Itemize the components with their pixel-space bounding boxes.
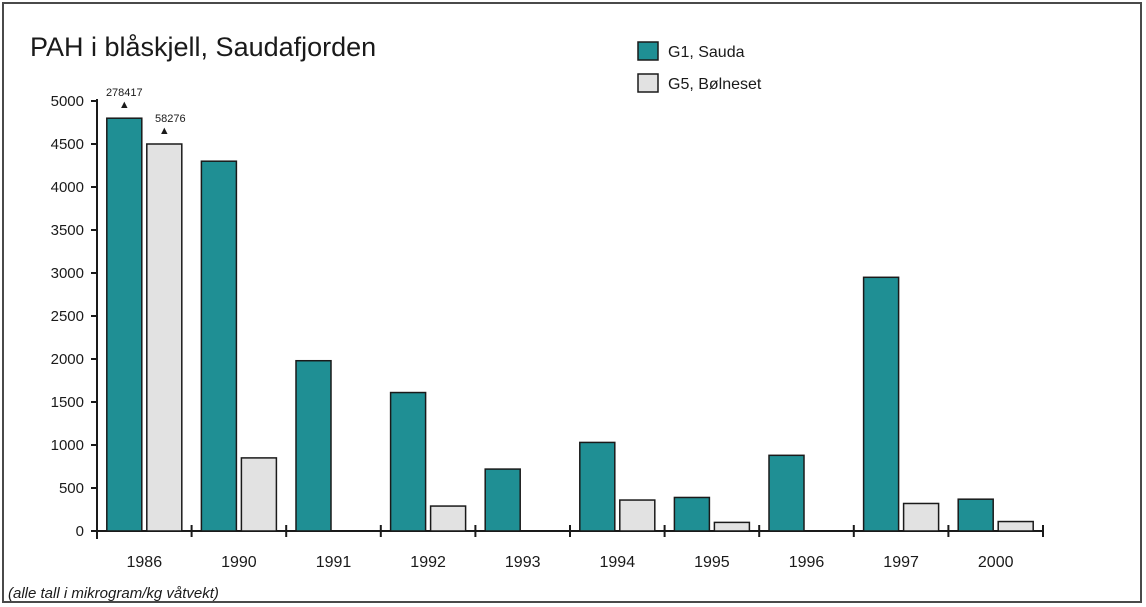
bar-g1-1990 bbox=[201, 161, 236, 531]
unit-note: (alle tall i mikrogram/kg våtvekt) bbox=[8, 585, 219, 602]
bar-g5-1986 bbox=[147, 144, 182, 531]
clip-value-label: 278417 bbox=[106, 87, 143, 99]
y-tick-label: 3500 bbox=[51, 222, 84, 239]
bar-g1-1993 bbox=[485, 469, 520, 531]
bar-g5-1994 bbox=[620, 500, 655, 531]
x-tick-label: 1992 bbox=[410, 554, 446, 571]
bar-g5-2000 bbox=[998, 522, 1033, 531]
x-axis bbox=[97, 525, 1043, 537]
bar-g5-1990 bbox=[241, 458, 276, 531]
y-tick-label: 500 bbox=[59, 480, 84, 497]
y-tick-label: 0 bbox=[76, 523, 84, 540]
bar-g5-1992 bbox=[431, 506, 466, 531]
x-tick-label: 1994 bbox=[600, 554, 636, 571]
clip-value-label: 58276 bbox=[155, 113, 186, 125]
x-tick-label: 1993 bbox=[505, 554, 541, 571]
x-tick-label: 1996 bbox=[789, 554, 825, 571]
y-tick-label: 4500 bbox=[51, 136, 84, 153]
clip-arrow: ▲ bbox=[159, 125, 170, 137]
legend-swatch-g1 bbox=[638, 42, 658, 60]
bar-g1-1994 bbox=[580, 442, 615, 531]
legend-label-g1: G1, Sauda bbox=[668, 44, 745, 61]
legend-swatch-g5 bbox=[638, 74, 658, 92]
category-labels: 1986 1990 1991 1992 1993 1994 1995 1996 1997 2000 bbox=[127, 554, 1014, 571]
bar-g1-1995 bbox=[674, 497, 709, 531]
clip-arrow: ▲ bbox=[119, 99, 130, 111]
x-tick-label: 1990 bbox=[221, 554, 257, 571]
bar-g1-1992 bbox=[391, 393, 426, 531]
bar-g5-1995 bbox=[714, 522, 749, 531]
y-tick-label: 5000 bbox=[51, 93, 84, 110]
x-tick-label: 1986 bbox=[127, 554, 163, 571]
y-tick-label: 2000 bbox=[51, 351, 84, 368]
bar-g1-1986 bbox=[107, 118, 142, 531]
x-tick-label: 1991 bbox=[316, 554, 352, 571]
bar-g1-2000 bbox=[958, 499, 993, 531]
y-tick-label: 4000 bbox=[51, 179, 84, 196]
chart-title: PAH i blåskjell, Saudafjorden bbox=[30, 32, 376, 62]
y-tick-label: 1500 bbox=[51, 394, 84, 411]
x-tick-label: 1997 bbox=[883, 554, 919, 571]
y-axis: 0 500 1000 1500 2000 2500 3000 3500 4000 4500 5000 bbox=[51, 93, 97, 540]
legend: G1, Sauda G5, Bølneset bbox=[638, 42, 762, 93]
y-tick-label: 2500 bbox=[51, 308, 84, 325]
bar-g1-1991 bbox=[296, 361, 331, 531]
bar-g1-1996 bbox=[769, 455, 804, 531]
y-tick-label: 3000 bbox=[51, 265, 84, 282]
bars bbox=[107, 118, 1033, 531]
y-tick-label: 1000 bbox=[51, 437, 84, 454]
legend-label-g5: G5, Bølneset bbox=[668, 76, 762, 93]
bar-g1-1997 bbox=[864, 277, 899, 531]
bar-g5-1997 bbox=[904, 503, 939, 531]
x-tick-label: 2000 bbox=[978, 554, 1014, 571]
x-tick-label: 1995 bbox=[694, 554, 730, 571]
